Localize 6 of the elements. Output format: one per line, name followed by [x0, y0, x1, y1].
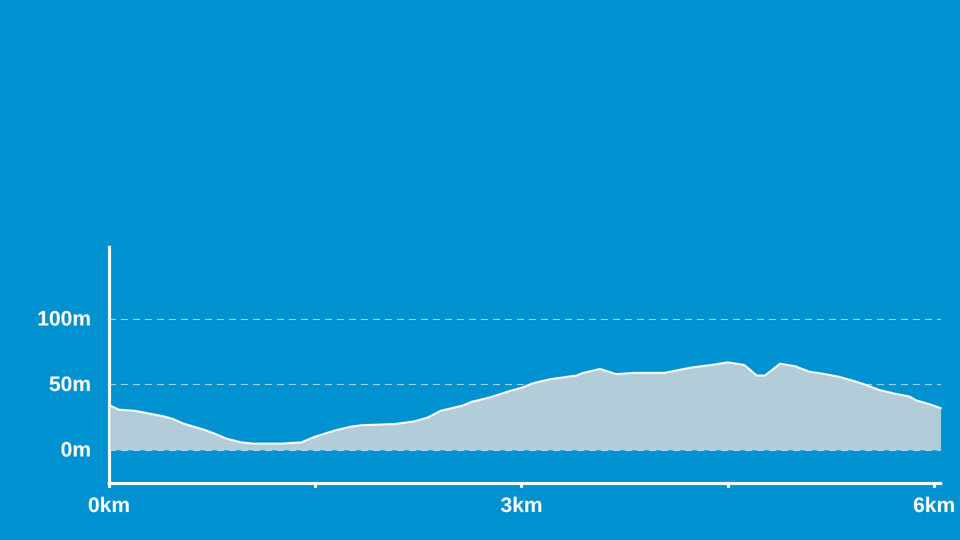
x-tick-label: 6km [913, 494, 956, 517]
y-tick-label: 50m [48, 373, 91, 396]
y-tick-label: 0m [60, 438, 91, 462]
y-tick-label: 100m [37, 308, 91, 331]
x-tick-label: 3km [500, 494, 543, 517]
x-tick-label: 0km [88, 494, 130, 517]
